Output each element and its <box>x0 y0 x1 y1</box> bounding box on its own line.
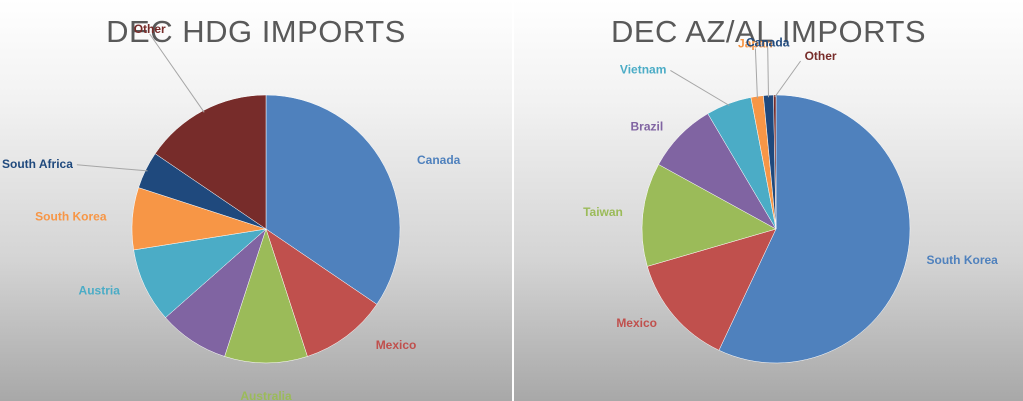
hdg-label-austria: Austria <box>79 283 121 297</box>
hdg-label-south-africa: South Africa <box>2 157 73 171</box>
azal-label-canada: Canada <box>746 35 790 49</box>
azal-slice-south-korea <box>718 94 911 364</box>
azal-label-other: Other <box>805 49 837 63</box>
azal-leader-line-japan <box>754 48 758 99</box>
azal-leader-line-vietnam <box>670 69 730 106</box>
hdg-imports-panel: DEC HDG IMPORTS Canada Mexico Australia Aus… <box>0 0 512 401</box>
panel-divider <box>512 0 514 401</box>
azal-label-mexico: Mexico <box>616 316 657 330</box>
hdg-slice-australia <box>224 228 308 364</box>
hdg-label-mexico: Mexico <box>376 338 417 352</box>
hdg-label-canada: Canada <box>417 153 461 167</box>
azal-leader-line-canada <box>767 47 769 98</box>
hdg-label-south-korea: South Korea <box>35 210 107 224</box>
azal-slice-taiwan <box>641 164 777 267</box>
azal-chart-title: DEC AZ/AL IMPORTS <box>610 14 927 49</box>
azal-label-vietnam: Vietnam <box>620 63 666 77</box>
hdg-label-other: Other <box>134 22 166 36</box>
azal-label-taiwan: Taiwan <box>583 205 623 219</box>
hdg-leader-line-other <box>149 33 205 113</box>
azal-leader-line-other <box>774 60 802 98</box>
hdg-slice-canada <box>265 94 401 305</box>
azal-slice-mexico <box>647 228 777 351</box>
azal-imports-panel: DEC AZ/AL IMPORTS South Korea Mexico Taiwa… <box>514 0 1023 401</box>
azal-label-japan: Japan <box>738 37 773 51</box>
hdg-label-australia: Australia <box>240 389 292 401</box>
azal-label-brazil: Brazil <box>631 120 664 134</box>
hdg-pie-chart: Canada Mexico Australia Austria South Korea S… <box>2 22 461 401</box>
hdg-slice-mexico <box>265 228 378 357</box>
azal-pie-chart: South Korea Mexico Taiwan Brazil Vietnam Japa… <box>583 35 999 364</box>
hdg-leader-line-south-africa <box>76 164 148 172</box>
azal-label-south-korea: South Korea <box>927 253 999 267</box>
